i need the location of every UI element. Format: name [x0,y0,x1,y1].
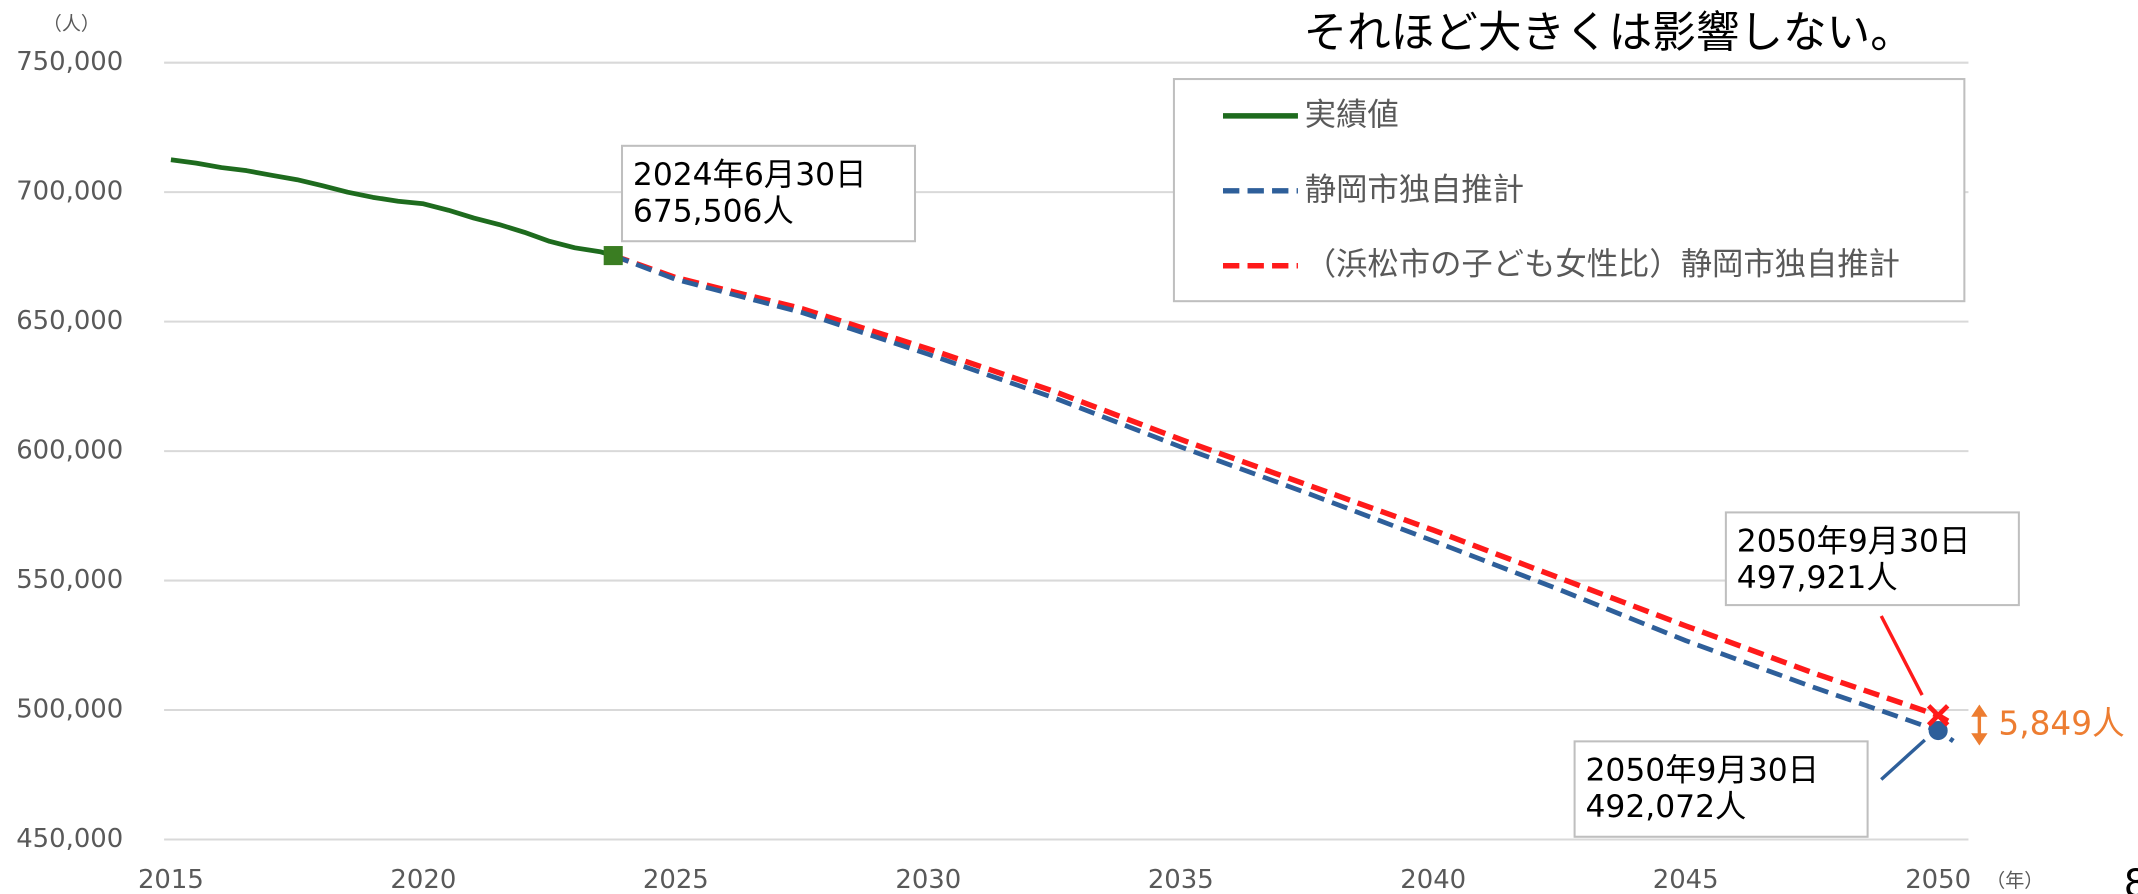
annotation-text: 675,506人 [633,194,794,230]
series-line [612,253,1955,727]
y-tick-label: 550,000 [16,565,123,595]
series-line [612,253,1955,744]
x-tick-label: 2025 [643,865,709,894]
chart-title: それほど大きくは影響しない。 [1304,8,1914,58]
y-unit: （人） [43,13,100,35]
annotation-text: 2050年9月30日 [1586,752,1820,788]
x-tick-label: 2030 [895,865,961,894]
leader-line [1879,615,1924,696]
y-tick-label: 600,000 [16,436,123,466]
marker [1928,721,1948,741]
legend-label: 実績値 [1305,97,1399,133]
page-number: 8 [2124,861,2138,894]
x-tick-label: 2050 [1905,865,1971,894]
series-line [170,157,614,258]
y-tick-label: 700,000 [16,177,123,207]
legend-box [1172,78,1966,303]
legend-label: （浜松市の子ども女性比）静岡市独自推計 [1305,247,1900,283]
x-tick-label: 2035 [1148,865,1214,894]
legend-label: 静岡市独自推計 [1305,172,1524,208]
annotation-box [1724,511,2020,607]
marker [1926,704,1950,727]
difference-arrow-head [1971,704,1988,746]
x-tick-label: 2045 [1653,865,1719,894]
marker [603,246,623,266]
y-tick-label: 650,000 [16,306,123,336]
leader-line [1880,738,1926,781]
annotation-box [620,144,917,243]
y-tick-label: 750,000 [16,47,123,77]
y-tick-label: 500,000 [16,695,123,725]
annotation-box [1573,740,1869,838]
difference-label: 5,849人 [1998,705,2124,743]
annotation-text: 492,072人 [1586,789,1747,825]
x-tick-label: 2020 [390,865,456,894]
annotation-text: 2050年9月30日 [1737,523,1971,559]
x-tick-label: 2015 [138,865,204,894]
x-unit: （年） [1986,870,2043,892]
x-tick-label: 2040 [1400,865,1466,894]
annotation-text: 2024年6月30日 [633,157,867,193]
annotation-text: 497,921人 [1737,560,1898,596]
y-tick-label: 450,000 [16,824,123,854]
